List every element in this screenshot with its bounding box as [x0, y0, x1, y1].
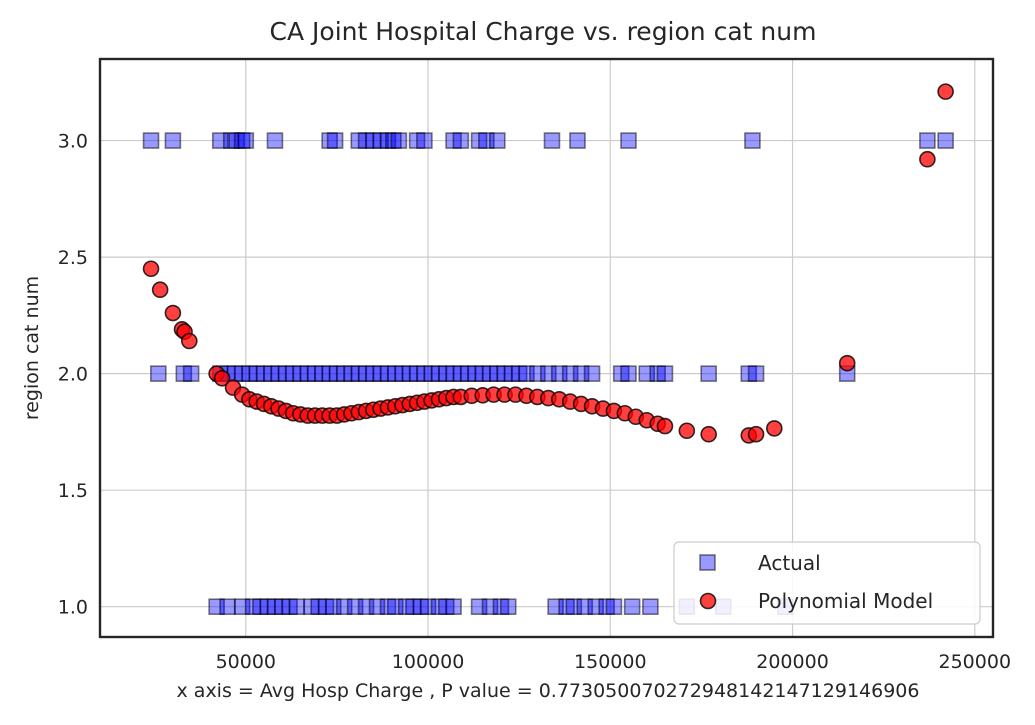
actual-point	[569, 132, 586, 149]
y-tick-label: 3.0	[58, 131, 88, 153]
legend-model-label: Polynomial Model	[758, 589, 933, 613]
model-point	[766, 420, 783, 437]
actual-point	[142, 132, 160, 149]
legend-model-marker	[699, 592, 717, 610]
legend-actual-marker	[699, 554, 716, 571]
x-tick-label: 50000	[216, 651, 276, 673]
model-point	[678, 422, 696, 440]
y-tick-label: 2.0	[58, 364, 88, 386]
actual-point	[937, 132, 954, 149]
model-point	[142, 260, 160, 278]
actual-point	[747, 365, 765, 382]
x-tick-label: 100000	[392, 651, 465, 673]
actual-point	[543, 132, 561, 149]
actual-point	[499, 598, 517, 616]
actual-point	[416, 132, 433, 149]
legend-box	[673, 541, 981, 625]
actual-point	[744, 132, 761, 149]
actual-point	[237, 132, 255, 149]
actual-point	[390, 132, 408, 149]
actual-point	[452, 132, 470, 149]
actual-point	[605, 598, 623, 616]
polynomial-model-series	[142, 83, 954, 444]
chart-title: CA Joint Hospital Charge vs. region cat …	[270, 17, 817, 46]
actual-point	[488, 132, 506, 149]
model-point	[656, 417, 674, 435]
y-tick-label: 2.5	[58, 247, 88, 269]
legend-actual-label: Actual	[758, 551, 821, 575]
model-point	[181, 332, 198, 350]
actual-point	[182, 365, 200, 382]
model-point	[747, 425, 765, 443]
actual-point	[919, 132, 936, 149]
plot-frame	[98, 57, 995, 639]
y-tick-label: 1.5	[58, 480, 88, 502]
actual-point	[288, 598, 306, 616]
model-point	[213, 369, 231, 387]
actual-point	[656, 365, 674, 382]
actual-point	[219, 598, 236, 616]
actual-point	[700, 365, 717, 382]
actual-point	[326, 132, 344, 149]
actual-point	[164, 132, 182, 149]
actual-point	[620, 365, 637, 382]
actual-point	[445, 598, 462, 616]
model-point	[919, 150, 936, 168]
y-tick-label: 1.0	[58, 597, 88, 619]
x-tick-label: 250000	[939, 651, 1012, 673]
actual-point	[583, 365, 601, 382]
x-tick-labels: 50000 100000 150000 200000 250000	[216, 651, 1011, 673]
model-point	[700, 425, 717, 443]
x-tick-label: 200000	[756, 651, 829, 673]
x-axis-label: x axis = Avg Hosp Charge , P value = 0.7…	[177, 680, 920, 702]
y-tick-labels: 1.0 1.5 2.0 2.5 3.0	[58, 131, 88, 619]
model-point	[838, 354, 856, 372]
actual-point	[266, 132, 284, 149]
actual-point	[623, 598, 641, 616]
y-axis-label: region cat num	[21, 276, 43, 420]
actual-point	[620, 132, 637, 149]
model-point	[164, 304, 182, 322]
model-point	[937, 83, 954, 100]
x-tick-label: 150000	[574, 651, 647, 673]
actual-point	[642, 598, 659, 616]
actual-point	[150, 365, 167, 382]
model-point	[151, 281, 169, 299]
legend: Actual Polynomial Model	[673, 541, 981, 625]
